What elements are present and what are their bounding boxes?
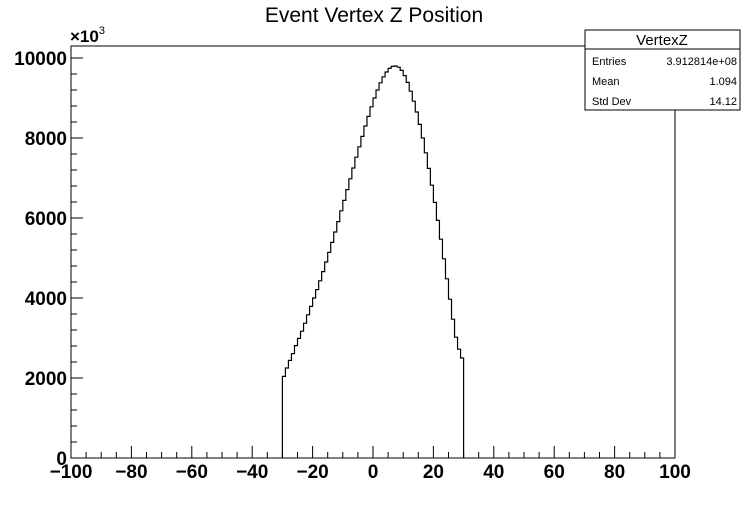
x-tick-label: −100 bbox=[50, 462, 93, 483]
chart-title: Event Vertex Z Position bbox=[265, 4, 483, 27]
x-tick-label: −20 bbox=[296, 462, 328, 483]
stats-stddev-value: 14.12 bbox=[709, 96, 737, 108]
x-tick-label: 80 bbox=[604, 462, 625, 483]
stats-mean-label: Mean bbox=[592, 76, 620, 88]
x-tick-label: 40 bbox=[483, 462, 504, 483]
y-axis: 0 2000 4000 6000 8000 10000 bbox=[14, 49, 83, 470]
x-tick-label: −60 bbox=[176, 462, 208, 483]
y-tick-label: 6000 bbox=[25, 209, 67, 230]
x-tick-label: −40 bbox=[236, 462, 268, 483]
histogram-series bbox=[281, 65, 465, 458]
stats-mean-value: 1.094 bbox=[709, 76, 737, 88]
y-tick-label: 2000 bbox=[25, 369, 67, 390]
y-axis-multiplier-exponent: 3 bbox=[99, 25, 105, 37]
y-tick-label: 8000 bbox=[25, 129, 67, 150]
x-tick-label: 100 bbox=[659, 462, 691, 483]
stats-entries-value: 3.912814e+08 bbox=[666, 56, 737, 68]
y-tick-label: 0 bbox=[56, 449, 67, 470]
stats-box-name: VertexZ bbox=[636, 32, 688, 49]
y-tick-label: 4000 bbox=[25, 289, 67, 310]
x-tick-label: −80 bbox=[115, 462, 147, 483]
stats-entries-label: Entries bbox=[592, 56, 627, 68]
x-tick-label: 20 bbox=[423, 462, 444, 483]
y-tick-label: 10000 bbox=[14, 49, 67, 70]
y-axis-multiplier: ×103 bbox=[70, 25, 105, 46]
y-axis-multiplier-base: ×10 bbox=[70, 27, 99, 46]
stats-stddev-label: Std Dev bbox=[592, 96, 632, 108]
x-tick-label: 0 bbox=[368, 462, 379, 483]
stats-box-frame bbox=[584, 29, 741, 111]
x-axis: −100 −80 −60 −40 −20 0 20 40 60 80 100 bbox=[50, 446, 691, 483]
stats-box: VertexZ Entries 3.912814e+08 Mean 1.094 … bbox=[584, 29, 741, 111]
x-tick-label: 60 bbox=[544, 462, 565, 483]
